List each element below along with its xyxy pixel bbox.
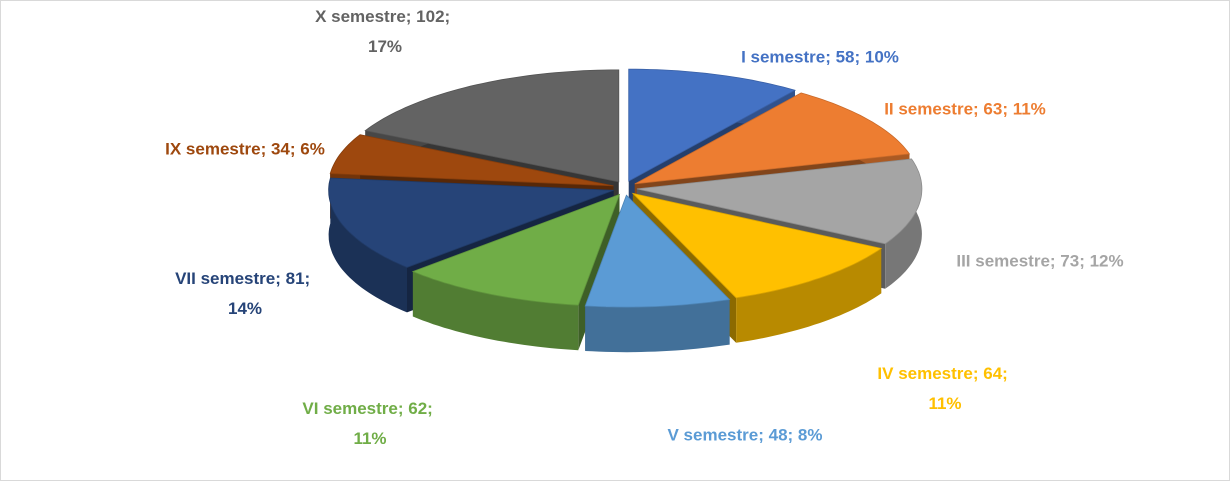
data-label: X semestre; 102; 17% — [315, 7, 455, 56]
slice-top — [631, 192, 883, 299]
data-label: III semestre; 73; 12% — [956, 251, 1123, 270]
label-line: X semestre; 102; — [315, 7, 455, 26]
data-label: I semestre; 58; 10% — [741, 47, 899, 66]
slice-top — [636, 158, 923, 245]
data-label: IV semestre; 64; 11% — [877, 364, 1012, 413]
slice — [631, 192, 883, 343]
slice-top — [634, 92, 911, 185]
slice-top — [364, 69, 620, 183]
slice-wall — [585, 299, 730, 353]
label-line: 11% — [928, 394, 961, 413]
label-line: 11% — [353, 429, 386, 448]
slice-top — [628, 68, 797, 182]
slice-wall — [736, 248, 882, 343]
data-label: II semestre; 63; 11% — [884, 99, 1046, 118]
pie — [328, 68, 923, 353]
slice-wall — [412, 271, 579, 351]
label-line: 17% — [368, 37, 402, 56]
label-line: IV semestre; 64; — [877, 364, 1012, 383]
slice-top — [411, 193, 621, 306]
data-label: IX semestre; 34; 6% — [165, 139, 325, 158]
label-line: VII semestre; 81; — [175, 269, 315, 288]
data-label: V semestre; 48; 8% — [668, 425, 823, 444]
data-label: VII semestre; 81; 14% — [175, 269, 315, 318]
slice-top — [328, 177, 614, 268]
label-line: 14% — [228, 299, 262, 318]
slice-top — [584, 194, 731, 308]
label-line: VI semestre; 62; — [302, 399, 437, 418]
slice-wall — [328, 178, 407, 313]
slice — [584, 194, 731, 353]
labels: I semestre; 58; 10% II semestre; 63; 11% I… — [165, 7, 1123, 448]
data-label: VI semestre; 62; 11% — [302, 399, 437, 448]
slice-top — [329, 134, 614, 187]
